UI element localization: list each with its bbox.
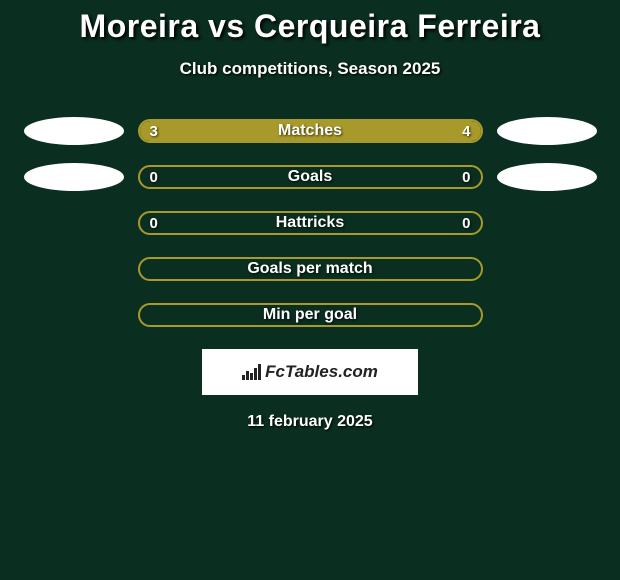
barchart-icon <box>242 364 261 380</box>
avatar-slot-left <box>10 117 138 145</box>
stat-label: Goals <box>140 167 481 187</box>
logo-box: FcTables.com <box>202 349 418 395</box>
player-avatar-left <box>24 163 124 191</box>
stat-bar: 34Matches <box>138 119 483 143</box>
stat-bar: 00Goals <box>138 165 483 189</box>
logo: FcTables.com <box>242 362 378 382</box>
stat-bar: Goals per match <box>138 257 483 281</box>
avatar-slot-right <box>483 117 611 145</box>
date: 11 february 2025 <box>0 413 620 431</box>
stat-row: 00Goals <box>0 165 620 189</box>
comparison-card: Moreira vs Cerqueira Ferreira Club compe… <box>0 0 620 431</box>
avatar-slot-left <box>10 163 138 191</box>
avatar-slot-right <box>483 163 611 191</box>
stat-rows: 34Matches 00Goals 00Hattricks Goals per mat… <box>0 119 620 327</box>
stat-row: 34Matches <box>0 119 620 143</box>
player-avatar-right <box>497 117 597 145</box>
stat-label: Goals per match <box>140 259 481 279</box>
stat-label: Min per goal <box>140 305 481 325</box>
stat-row: Min per goal <box>0 303 620 327</box>
stat-row: 00Hattricks <box>0 211 620 235</box>
stat-label: Hattricks <box>140 213 481 233</box>
player-avatar-right <box>497 163 597 191</box>
stat-label: Matches <box>140 121 481 141</box>
logo-text: FcTables.com <box>265 362 378 382</box>
stat-row: Goals per match <box>0 257 620 281</box>
player-avatar-left <box>24 117 124 145</box>
stat-bar: 00Hattricks <box>138 211 483 235</box>
subtitle: Club competitions, Season 2025 <box>0 59 620 79</box>
stat-bar: Min per goal <box>138 303 483 327</box>
page-title: Moreira vs Cerqueira Ferreira <box>0 8 620 45</box>
